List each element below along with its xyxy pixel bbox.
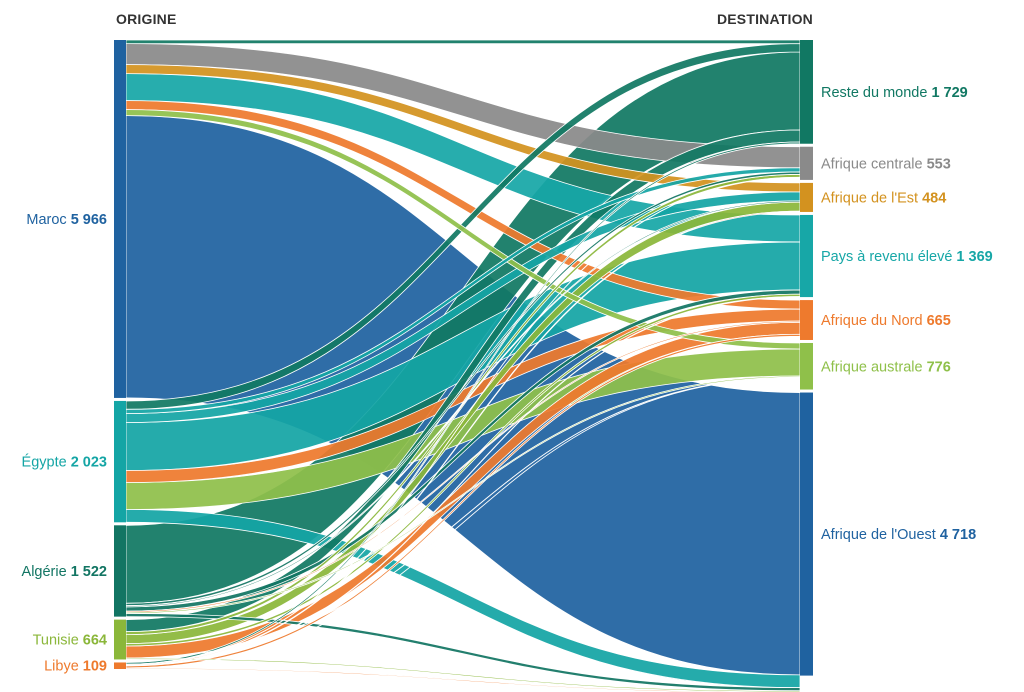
flow-libye-to-afrique-de-l-ouest: [125, 667, 801, 692]
origin-label-tunisie: Tunisie 664: [33, 633, 107, 649]
origin-label-name: Égypte: [22, 454, 71, 471]
destination-label-value: 776: [927, 359, 951, 375]
destination-label-afrique-de-l-ouest: Afrique de l'Ouest 4 718: [821, 527, 976, 543]
destination-label-name: Afrique centrale: [821, 156, 927, 172]
destination-label-name: Afrique du Nord: [821, 313, 927, 329]
flow-libye-to-pays-a-revenu-eleve: [125, 296, 801, 667]
origin-label-value: 5 966: [71, 212, 107, 228]
destination-label-value: 553: [927, 156, 951, 172]
flow-maroc-to-reste-du-monde: [125, 39, 801, 44]
origin-label-egypte: Égypte 2 023: [22, 454, 107, 471]
destination-label-afrique-centrale: Afrique centrale 553: [821, 156, 951, 172]
origin-node-libye: [114, 662, 126, 669]
destination-label-value: 665: [927, 313, 951, 329]
origin-label-maroc: Maroc 5 966: [26, 212, 107, 228]
origin-label-value: 109: [83, 659, 107, 675]
origin-label-libye: Libye 109: [44, 659, 107, 675]
destination-label-afrique-du-nord: Afrique du Nord 665: [821, 313, 951, 329]
origin-label-value: 2 023: [71, 455, 107, 471]
destination-column-header: DESTINATION: [717, 11, 813, 27]
destination-node-afrique-de-l-ouest: [800, 392, 813, 676]
origin-label-name: Algérie: [22, 564, 71, 580]
origin-label-name: Maroc: [26, 212, 70, 228]
destination-label-value: 1 729: [931, 85, 967, 101]
destination-node-pays-a-revenu-eleve: [800, 214, 813, 298]
origin-label-value: 1 522: [71, 564, 107, 580]
origin-label-value: 664: [83, 633, 107, 649]
destination-node-afrique-australe: [800, 342, 813, 390]
node-labels: Maroc 5 966 Égypte 2 023 Algérie 1 522 Tuni…: [22, 85, 993, 675]
destination-label-afrique-australe: Afrique australe 776: [821, 359, 951, 375]
nodes: [114, 40, 813, 676]
origin-node-egypte: [114, 400, 126, 523]
origin-node-maroc: [114, 40, 126, 398]
destination-label-pays-a-revenu-eleve: Pays à revenu élevé 1 369: [821, 249, 993, 265]
origin-column-header: ORIGINE: [116, 11, 177, 27]
origin-label-name: Tunisie: [33, 633, 83, 649]
destination-label-name: Reste du monde: [821, 85, 931, 101]
destination-node-reste-du-monde: [800, 40, 813, 144]
origin-label-name: Libye: [44, 659, 83, 675]
destination-label-name: Afrique australe: [821, 359, 927, 375]
destination-label-reste-du-monde: Reste du monde 1 729: [821, 85, 968, 101]
origin-node-tunisie: [114, 619, 126, 660]
destination-node-afrique-de-l-est: [800, 182, 813, 212]
destination-label-name: Afrique de l'Ouest: [821, 527, 940, 543]
destination-label-value: 1 369: [956, 249, 992, 265]
origin-node-algerie: [114, 525, 126, 617]
destination-label-name: Afrique de l'Est: [821, 190, 922, 206]
destination-label-value: 484: [922, 190, 946, 206]
origin-label-algerie: Algérie 1 522: [22, 564, 107, 580]
destination-node-afrique-du-nord: [800, 300, 813, 340]
destination-node-afrique-centrale: [800, 146, 813, 180]
destination-label-afrique-de-l-est: Afrique de l'Est 484: [821, 190, 946, 206]
destination-label-value: 4 718: [940, 527, 976, 543]
flow-links: [125, 39, 801, 692]
destination-label-name: Pays à revenu élevé: [821, 249, 956, 265]
